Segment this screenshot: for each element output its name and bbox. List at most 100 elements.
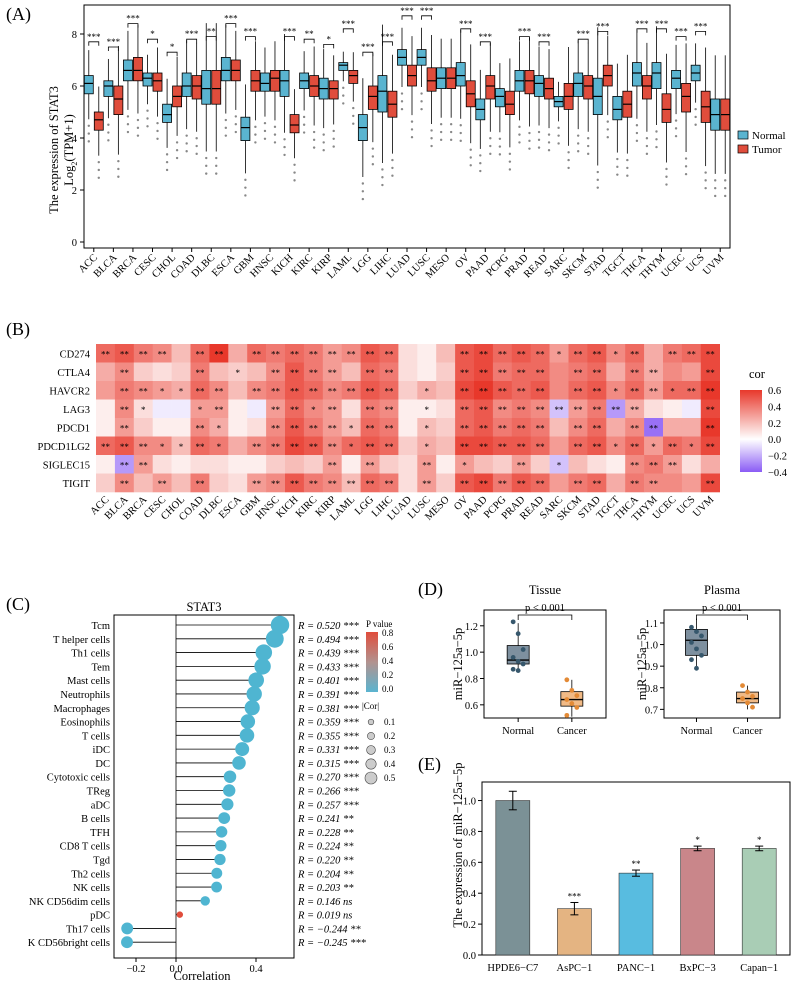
heatmap-star: ** — [328, 386, 338, 396]
heatmap-cell — [133, 344, 153, 363]
heatmap-star: ** — [536, 479, 546, 489]
box-body — [181, 72, 192, 97]
heatmap-cell — [644, 455, 664, 474]
significance-stars: *** — [674, 27, 688, 37]
box-outlier — [97, 168, 100, 172]
heatmap-star: ** — [517, 460, 527, 470]
box-outlier — [655, 130, 658, 133]
heatmap-cell — [663, 381, 683, 400]
heatmap-cell — [341, 436, 361, 456]
heatmap-star: ** — [366, 423, 376, 433]
box-outlier — [263, 121, 267, 125]
heatmap-star: ** — [290, 405, 300, 415]
box-outlier — [273, 141, 277, 144]
heatmap-cell — [625, 381, 645, 400]
heatmap-cell — [474, 473, 494, 493]
heatmap-cell — [700, 418, 720, 437]
d-point — [694, 665, 699, 671]
heatmap-cell — [152, 344, 172, 363]
heatmap-star: ** — [252, 386, 262, 396]
box-outlier — [215, 172, 218, 175]
legend-normal-swatch — [737, 130, 749, 140]
significance-stars: * — [170, 42, 175, 52]
heatmap-cell — [587, 399, 607, 419]
heatmap-cell — [228, 418, 248, 437]
heatmap-star: ** — [366, 460, 376, 470]
heatmap-star: ** — [328, 349, 338, 359]
heatmap-cell — [247, 418, 267, 437]
box-body — [211, 70, 222, 105]
heatmap-star: ** — [706, 442, 716, 452]
heatmap-row-label: PDCD1LG2 — [37, 442, 90, 453]
box-outlier — [469, 156, 472, 159]
significance-stars: *** — [459, 19, 473, 29]
d-point — [574, 705, 580, 710]
box-outlier — [626, 158, 629, 162]
heatmap-cell — [606, 455, 626, 474]
heatmap-star: ** — [271, 368, 281, 378]
box-outlier — [714, 194, 717, 198]
heatmap-cell — [663, 473, 683, 493]
heatmap-cell — [663, 436, 683, 456]
box-outlier — [635, 139, 639, 143]
heatmap-cell — [511, 381, 531, 400]
box-outlier — [410, 136, 414, 139]
heatmap-cell — [606, 362, 626, 382]
heatmap-cell — [436, 362, 456, 382]
heatmap-cell — [587, 473, 607, 493]
box-outlier — [616, 165, 619, 169]
heatmap-cell — [341, 381, 361, 400]
heatmap-cell — [114, 473, 135, 493]
box-outlier — [714, 186, 717, 190]
box-outlier — [293, 171, 296, 174]
heatmap-cell — [436, 381, 456, 400]
heatmap-cell — [266, 381, 286, 400]
box-outlier — [596, 170, 599, 174]
bar — [680, 848, 715, 956]
box-body — [191, 75, 202, 100]
heatmap-cell — [492, 436, 513, 456]
box-outlier — [704, 186, 707, 190]
heatmap-star: ** — [668, 460, 678, 470]
box-outlier — [126, 123, 130, 126]
box-outlier — [234, 123, 238, 126]
d-point — [564, 712, 570, 718]
box-outlier — [224, 126, 228, 130]
d-point — [699, 652, 704, 658]
heatmap-star: ** — [139, 386, 149, 396]
box-body — [103, 80, 114, 97]
box-outlier — [459, 124, 462, 127]
lollipop-dot — [232, 756, 246, 770]
heatmap-star: ** — [366, 442, 376, 452]
box-body — [220, 57, 231, 82]
heatmap-cell — [681, 362, 702, 382]
box-outlier — [694, 107, 697, 111]
heatmap-star: ** — [101, 349, 111, 359]
box-outlier — [371, 163, 375, 166]
lollipop-dot — [255, 644, 273, 661]
heatmap-star: ** — [120, 405, 130, 415]
box-body — [152, 72, 163, 92]
panel-label-e: (E) — [418, 754, 441, 775]
heatmap-cell — [133, 362, 153, 382]
box-outlier — [616, 173, 619, 176]
box-outlier — [576, 142, 580, 145]
box-outlier — [508, 160, 512, 163]
heatmap-cell — [96, 344, 116, 363]
heatmap-cell — [303, 344, 324, 363]
heatmap-star: ** — [120, 479, 130, 489]
box-outlier — [400, 100, 404, 103]
heatmap-star: ** — [592, 349, 602, 359]
box-outlier — [244, 194, 247, 197]
heatmap-cell — [209, 455, 229, 474]
box-outlier — [567, 151, 570, 154]
heatmap-cell — [700, 436, 720, 456]
bar-ytick-label: 0.8 — [463, 827, 476, 838]
heatmap-star: ** — [668, 349, 678, 359]
significance-stars: *** — [694, 21, 708, 31]
heatmap-star: * — [462, 460, 467, 470]
heatmap-star: ** — [384, 479, 394, 489]
box-outlier — [410, 120, 414, 123]
significance-bracket — [401, 15, 413, 20]
lollipop-r-text: R = 0.439 *** — [297, 649, 359, 660]
